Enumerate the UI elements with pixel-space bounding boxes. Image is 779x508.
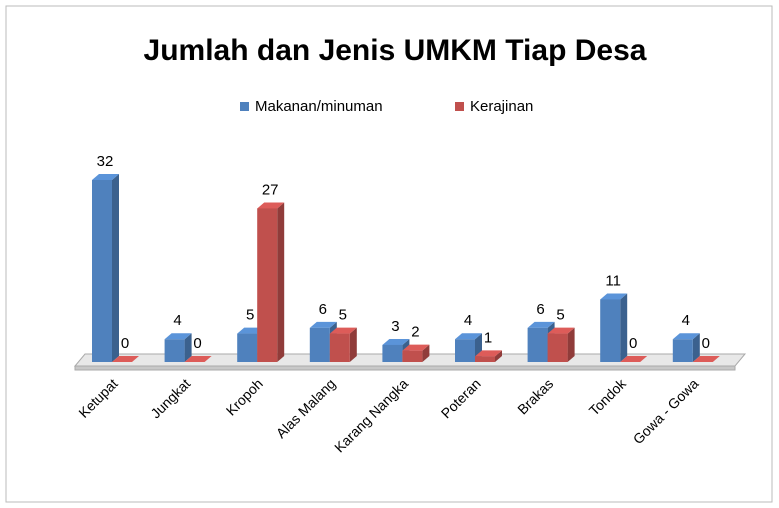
- bar-front: [92, 180, 112, 362]
- legend-swatch: [455, 102, 464, 111]
- data-label: 2: [411, 324, 419, 341]
- bar-side: [422, 344, 430, 362]
- bar: [547, 327, 575, 362]
- bar-front: [257, 208, 278, 362]
- bar-top: [382, 338, 410, 345]
- bar: [184, 356, 212, 362]
- bar: [692, 356, 720, 362]
- bar-side: [495, 350, 502, 362]
- bar-front: [600, 299, 621, 362]
- bar: [672, 333, 700, 362]
- data-label: 6: [536, 301, 544, 318]
- bar: [600, 293, 628, 362]
- bar: [112, 356, 139, 362]
- data-label: 3: [391, 318, 399, 335]
- data-label: 0: [121, 335, 129, 352]
- bar-front: [237, 333, 258, 362]
- legend-label: Makanan/minuman: [255, 98, 383, 115]
- bar-top: [547, 327, 575, 334]
- chart-title: Jumlah dan Jenis UMKM Tiap Desa: [144, 34, 647, 67]
- bar-front: [672, 339, 693, 362]
- legend-label: Kerajinan: [470, 98, 533, 115]
- bar: [475, 350, 502, 362]
- bar-front: [527, 327, 548, 362]
- data-label: 11: [605, 272, 621, 289]
- data-label: 4: [682, 312, 690, 329]
- bar-front: [309, 327, 330, 362]
- bar-top: [475, 350, 502, 357]
- data-label: 5: [339, 307, 347, 324]
- bar-top: [402, 344, 430, 351]
- bar-front: [329, 333, 350, 362]
- bar-side: [620, 293, 628, 362]
- bar-front: [164, 339, 185, 362]
- bar-side: [184, 333, 192, 362]
- chart-border: [5, 5, 773, 503]
- data-label: 4: [173, 312, 181, 329]
- floor-edge: [74, 365, 736, 371]
- bar-side: [112, 174, 119, 362]
- bar: [620, 356, 648, 362]
- bar-top: [92, 174, 119, 180]
- bar: [257, 202, 285, 362]
- bar-top: [672, 333, 700, 340]
- bar: [455, 333, 482, 362]
- bar-top: [329, 327, 357, 334]
- bar-top: [112, 356, 139, 362]
- bar: [402, 344, 430, 362]
- data-label: 32: [97, 153, 114, 170]
- bar-top: [620, 356, 648, 362]
- bar-top: [527, 321, 555, 328]
- bar: [92, 174, 119, 362]
- data-label: 4: [464, 312, 472, 329]
- data-label: 27: [262, 181, 279, 198]
- bar: [164, 333, 192, 362]
- bar-front: [382, 344, 403, 362]
- bar-top: [164, 333, 192, 340]
- bar-top: [257, 202, 285, 209]
- bar-front: [547, 333, 568, 362]
- data-label: 5: [246, 307, 254, 324]
- data-label: 0: [629, 335, 637, 352]
- bar-side: [277, 202, 285, 362]
- bar-side: [349, 327, 357, 362]
- bar-front: [455, 339, 475, 362]
- data-label: 0: [702, 335, 710, 352]
- bar-top: [309, 321, 337, 328]
- data-label: 0: [193, 335, 201, 352]
- data-label: 5: [556, 307, 564, 324]
- bar-side: [692, 333, 700, 362]
- data-label: 1: [484, 329, 492, 346]
- data-label: 6: [319, 301, 327, 318]
- bar-front: [475, 356, 495, 362]
- bar-top: [692, 356, 720, 362]
- bar-top: [600, 293, 628, 300]
- bar-top: [184, 356, 212, 362]
- bar-top: [455, 333, 482, 340]
- bar-front: [402, 350, 423, 362]
- bar-side: [567, 327, 575, 362]
- legend-swatch: [240, 102, 249, 111]
- bar: [329, 327, 357, 362]
